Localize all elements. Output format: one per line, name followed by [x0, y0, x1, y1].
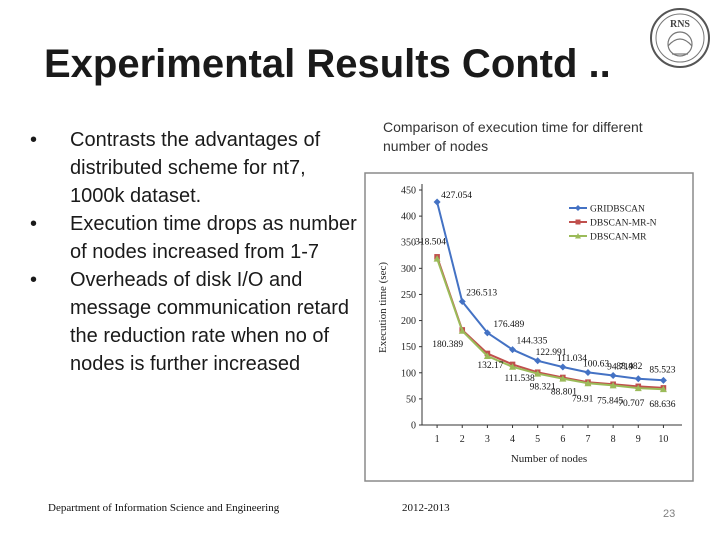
bullet-text: Execution time drops as number of nodes … — [70, 213, 357, 263]
data-label: 180.389 — [432, 340, 463, 350]
data-label: 236.513 — [466, 288, 497, 298]
x-tick-label: 5 — [535, 434, 540, 445]
y-tick-label: 100 — [401, 368, 416, 379]
y-tick-label: 250 — [401, 290, 416, 301]
y-axis-label: Execution time (sec) — [377, 262, 389, 353]
data-label: 85.523 — [649, 365, 675, 375]
execution-time-chart: 0 50 100 150 200 250 300 350 400 450 1 2 3 4 5 6 7 8 9 10 Nu… — [364, 172, 694, 482]
x-tick-label: 9 — [636, 434, 641, 445]
footer-department: Department of Information Science and En… — [48, 502, 280, 514]
bullet-item: • Execution time drops as number of nodes… — [30, 210, 360, 266]
data-label: 98.321 — [530, 383, 556, 393]
data-label: 427.054 — [441, 191, 472, 201]
data-label: 88.482 — [616, 362, 642, 372]
y-tick-label: 0 — [411, 421, 416, 432]
data-point — [634, 384, 642, 392]
data-point — [634, 375, 642, 383]
data-point — [433, 255, 441, 262]
data-label: 100.63 — [583, 359, 609, 369]
data-point — [659, 376, 667, 384]
x-tick-label: 4 — [510, 434, 515, 445]
data-point — [458, 327, 466, 334]
data-point — [559, 375, 567, 382]
data-label: 88.801 — [551, 388, 577, 398]
data-label: 111.538 — [505, 374, 535, 384]
data-point — [483, 352, 491, 359]
y-tick-label: 400 — [401, 212, 416, 223]
data-point — [433, 198, 441, 206]
x-tick-label: 7 — [585, 434, 590, 445]
data-label: 132.17 — [477, 361, 503, 371]
y-tick-label: 300 — [401, 264, 416, 275]
x-tick-label: 8 — [611, 434, 616, 445]
legend-label: DBSCAN-MR — [590, 233, 647, 243]
slide-title: Experimental Results Contd .. — [44, 42, 611, 86]
legend-marker — [575, 219, 581, 225]
chart-caption: Comparison of execution time for differe… — [383, 119, 643, 154]
bullet-text: Overheads of disk I/O and message commun… — [70, 269, 350, 375]
data-point — [584, 368, 592, 376]
data-point — [458, 297, 466, 305]
data-label: 176.489 — [493, 320, 524, 330]
data-point — [483, 329, 491, 337]
legend-marker — [575, 233, 581, 239]
bullet-dot-icon: • — [30, 213, 38, 235]
x-tick-label: 10 — [658, 434, 668, 445]
bullet-dot-icon: • — [30, 269, 38, 291]
x-tick-label: 1 — [435, 434, 440, 445]
series-line — [436, 256, 664, 389]
logo-text: RNS — [670, 19, 690, 30]
y-tick-label: 50 — [406, 394, 416, 405]
data-label: 318.504 — [415, 238, 446, 248]
series-line — [436, 201, 664, 382]
data-label: 68.636 — [649, 400, 675, 410]
data-point — [534, 357, 542, 365]
x-tick-label: 3 — [485, 434, 490, 445]
y-tick-label: 200 — [401, 316, 416, 327]
data-point — [534, 370, 542, 377]
y-tick-label: 150 — [401, 342, 416, 353]
y-tick-label: 350 — [401, 238, 416, 249]
x-tick-label: 6 — [560, 434, 565, 445]
y-tick-label: 450 — [401, 186, 416, 197]
data-point — [509, 363, 517, 370]
bullet-dot-icon: • — [30, 129, 38, 151]
x-axis-label: Number of nodes — [511, 453, 587, 465]
legend-label: GRIDBSCAN — [590, 205, 645, 215]
data-point — [559, 363, 567, 371]
bullet-item: • Contrasts the advantages of distributed… — [30, 126, 360, 210]
data-point — [609, 381, 617, 389]
data-label: 122.991 — [536, 348, 567, 358]
data-label: 70.707 — [618, 399, 644, 409]
footer-year: 2012-2013 — [402, 502, 450, 514]
chart-frame — [364, 172, 694, 482]
data-point — [609, 372, 617, 380]
data-point — [509, 346, 517, 354]
legend-label: DBSCAN-MR-N — [590, 219, 657, 229]
page-number: 23 — [663, 508, 676, 520]
data-label: 75.845 — [597, 396, 623, 406]
data-point — [659, 385, 667, 393]
series-line — [436, 258, 664, 391]
data-label: 79.91 — [572, 394, 594, 404]
x-tick-label: 2 — [460, 434, 465, 445]
data-label: 144.335 — [517, 337, 548, 347]
bullet-item: • Overheads of disk I/O and message commu… — [30, 266, 360, 378]
data-label: 94.719 — [607, 363, 633, 373]
legend-marker — [575, 205, 581, 211]
data-point — [584, 379, 592, 387]
bullet-text: Contrasts the advantages of distributed … — [70, 129, 321, 207]
data-label: 111.034 — [557, 354, 587, 364]
rns-logo-icon: RNS — [650, 8, 710, 68]
bullet-list: • Contrasts the advantages of distributed… — [30, 126, 360, 378]
